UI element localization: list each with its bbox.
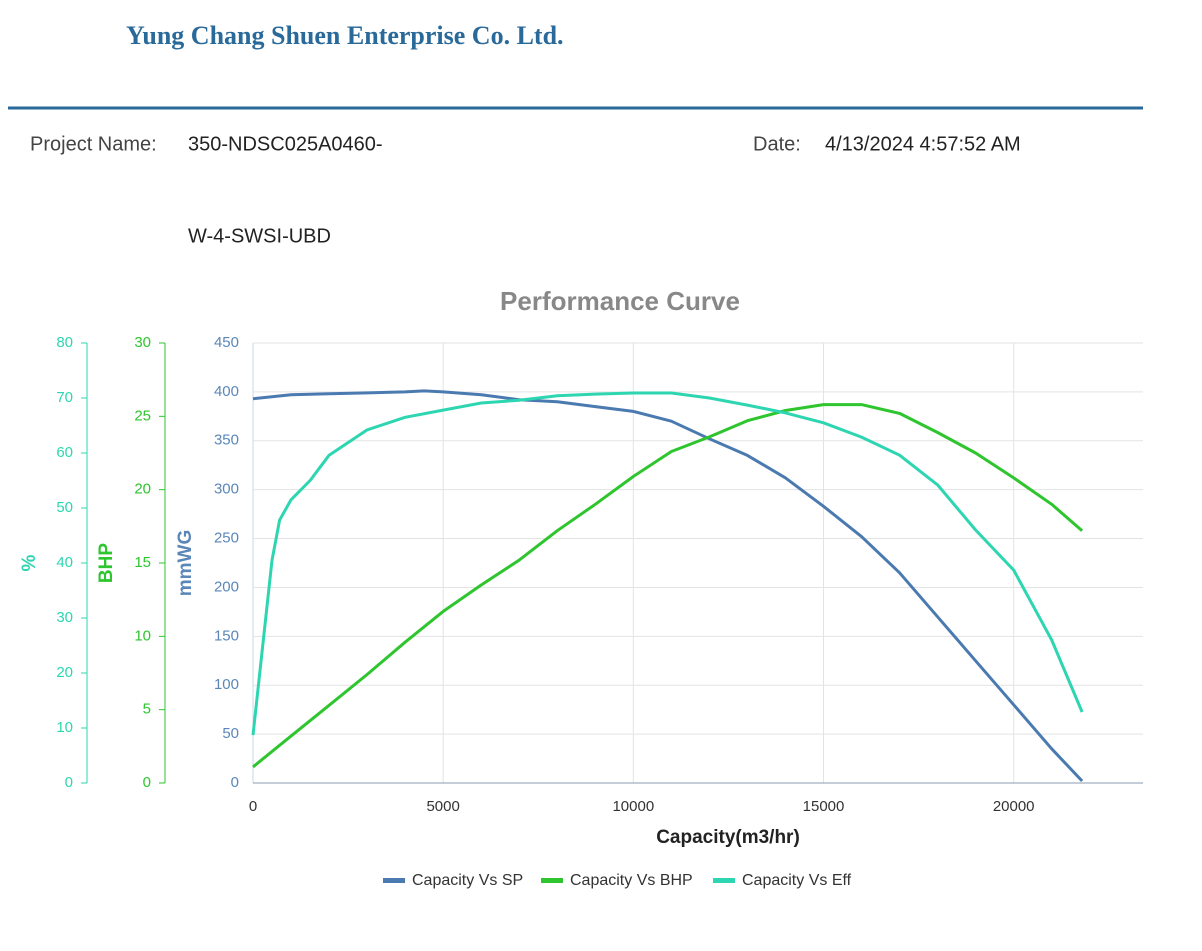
y-tick-label: 30 [134,334,151,351]
y-tick-label: 25 [134,407,151,424]
y-tick-label: 40 [56,554,73,571]
y-tick-label: 50 [56,499,73,516]
y-tick-label: 350 [214,432,239,449]
x-tick-label: 0 [249,798,257,815]
y-tick-label: 400 [214,383,239,400]
legend-swatch [541,878,563,883]
y-tick-label: 5 [143,701,151,718]
legend-swatch [383,878,405,883]
y-tick-label: 200 [214,578,239,595]
x-axis-title: Capacity(m3/hr) [656,827,800,848]
project-name: 350-NDSC025A0460- [188,133,383,155]
legend-label: Capacity Vs BHP [570,872,693,889]
x-tick-label: 20000 [993,798,1035,815]
y-axis-title: mmWG [175,530,196,597]
legend-label: Capacity Vs Eff [742,872,852,889]
project-name: W-4-SWSI-UBD [188,225,331,247]
company: Yung Chang Shuen Enterprise Co. Ltd. [126,21,564,50]
series-line [251,391,1084,736]
legend-swatch [713,878,735,883]
y-tick-label: 10 [134,627,151,644]
y-tick-label: 300 [214,481,239,498]
x-tick-label: 10000 [612,798,654,815]
y-tick-label: 20 [134,481,151,498]
y-tick-label: 0 [231,774,239,791]
y-tick-label: 70 [56,389,73,406]
y-tick-label: 150 [214,627,239,644]
date: 4/13/2024 4:57:52 AM [825,133,1021,155]
y-axis-title: BHP [96,543,117,583]
date-label: Date: [753,133,801,155]
y-tick-label: 30 [56,609,73,626]
series-line [252,403,1084,769]
y-tick-label: 10 [56,719,73,736]
y-tick-label: 15 [134,554,151,571]
y-tick-label: 20 [56,664,73,681]
chart-title: Performance Curve [500,286,740,316]
y-tick-label: 450 [214,334,239,351]
y-axis-title: % [19,554,40,571]
y-tick-label: 50 [222,725,239,742]
y-tick-label: 0 [143,774,151,791]
x-tick-label: 5000 [426,798,459,815]
series-line [252,389,1084,783]
y-tick-label: 0 [65,774,73,791]
project-label: Project Name: [30,133,157,155]
y-tick-label: 80 [56,334,73,351]
y-tick-label: 250 [214,530,239,547]
legend-label: Capacity Vs SP [412,872,523,889]
x-tick-label: 15000 [803,798,845,815]
y-tick-label: 100 [214,676,239,693]
y-tick-label: 60 [56,444,73,461]
